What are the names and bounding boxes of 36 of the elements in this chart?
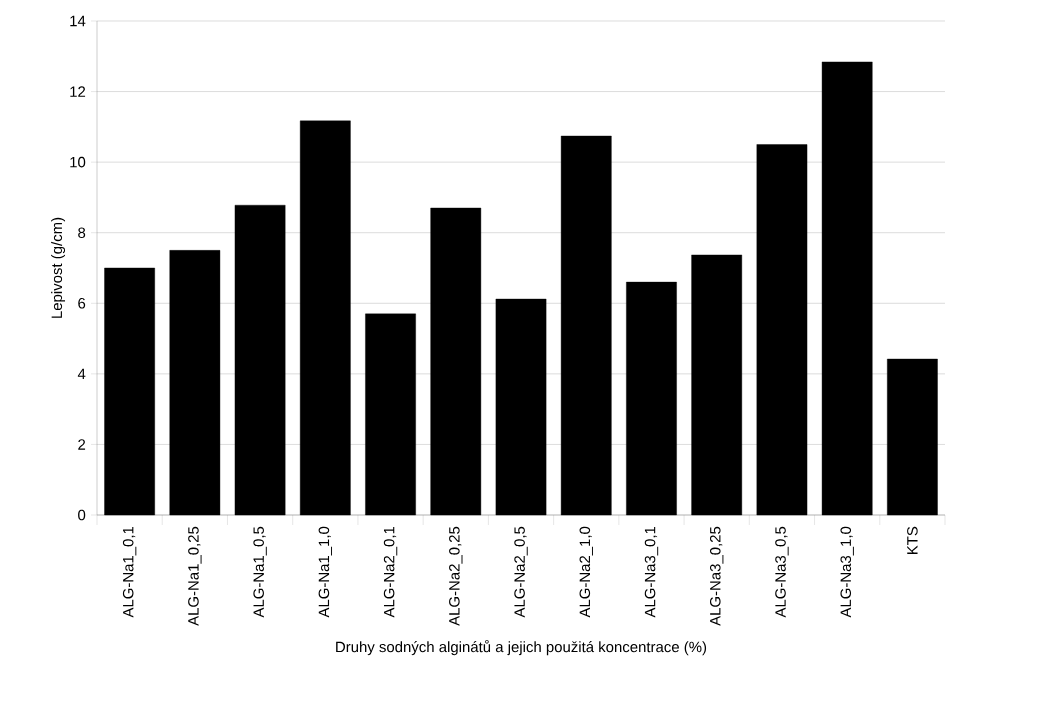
bar: [887, 358, 938, 516]
x-tick-label: ALG-Na2_1,0: [579, 526, 593, 618]
y-tick-label: 0: [78, 509, 86, 521]
bar: [626, 281, 677, 516]
y-tick-label: 12: [70, 86, 86, 97]
bar: [756, 144, 808, 516]
y-tick-label: 4: [77, 368, 86, 379]
bar: [560, 135, 612, 516]
bar: [430, 207, 482, 516]
bar: [495, 298, 547, 516]
bar: [691, 254, 743, 516]
y-tick-label: 10: [70, 156, 86, 168]
bar: [169, 250, 221, 516]
bar: [300, 120, 351, 516]
x-tick-label: ALG-Na3_0,1: [644, 526, 659, 618]
x-tick-label: ALG-Na1_0,5: [253, 526, 267, 618]
bar: [234, 204, 286, 516]
x-tick-label: ALG-Na1_0,1: [122, 526, 137, 618]
y-tick-label: 8: [78, 227, 86, 238]
bar: [365, 313, 416, 516]
x-tick-label: ALG-Na2_0,1: [383, 526, 398, 618]
x-tick-label: ALG-Na1_1,0: [318, 526, 333, 618]
x-tick-label: KTS: [907, 526, 918, 555]
x-tick-label: ALG-Na3_0,5: [775, 526, 789, 618]
x-tick-label: ALG-Na3_1,0: [840, 526, 854, 618]
y-tick-label: 14: [70, 15, 86, 27]
x-tick-label: ALG-Na3_0,25: [709, 526, 724, 626]
bar: [104, 267, 155, 516]
bar: [821, 61, 873, 516]
x-tick-label: ALG-Na2_0,5: [514, 526, 528, 618]
x-tick-label: ALG-Na2_0,25: [449, 526, 463, 626]
y-tick-label: 6: [78, 297, 86, 309]
y-tick-label: 2: [78, 439, 86, 450]
y-axis-title: Lepivost (g/cm): [51, 217, 66, 318]
x-tick-label: ALG-Na1_0,25: [188, 526, 202, 626]
x-axis-title: Druhy sodných alginátů a jejich použitá koncentrace (%): [336, 640, 707, 656]
